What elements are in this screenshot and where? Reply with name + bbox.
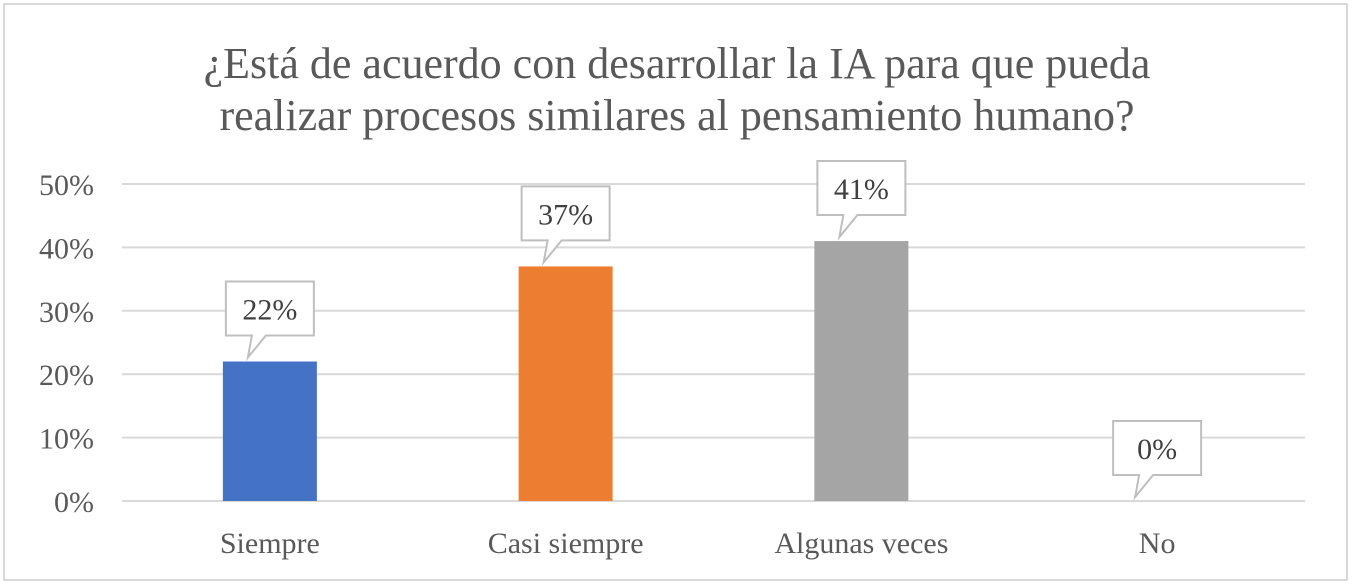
chart-title-line-2: realizar procesos similares al pensamien… — [219, 91, 1134, 140]
bar-casi-siempre — [518, 266, 613, 501]
data-label: 37% — [538, 198, 593, 231]
y-tick-label: 50% — [39, 169, 94, 202]
x-tick-label: Siempre — [220, 527, 320, 560]
bar-algunas-veces — [814, 241, 909, 501]
bar-siempre — [222, 361, 317, 501]
y-tick-label: 40% — [39, 232, 94, 265]
x-tick-label: No — [1139, 527, 1176, 560]
x-tick-label: Casi siempre — [488, 527, 644, 560]
data-label: 0% — [1137, 433, 1177, 466]
data-label: 22% — [242, 294, 297, 327]
data-label-callout — [520, 185, 611, 267]
chart-title-line-1: ¿Está de acuerdo con desarrollar la IA p… — [204, 39, 1151, 88]
data-label-callout — [816, 160, 907, 241]
data-label: 41% — [834, 173, 889, 206]
data-label-callout — [224, 280, 315, 362]
y-tick-label: 0% — [54, 486, 94, 519]
y-tick-label: 10% — [39, 423, 94, 456]
x-tick-label: Algunas veces — [774, 527, 948, 560]
data-label-callout — [1112, 420, 1203, 501]
y-tick-label: 30% — [39, 296, 94, 329]
y-tick-label: 20% — [39, 359, 94, 392]
